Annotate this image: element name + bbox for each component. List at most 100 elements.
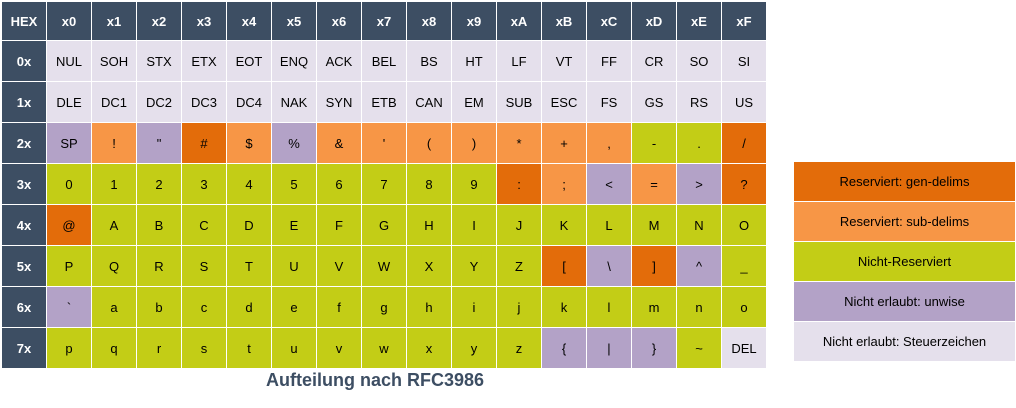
legend-item: Nicht erlaubt: unwise	[794, 282, 1015, 322]
column-header: x3	[182, 2, 227, 41]
char-cell: ESC	[542, 82, 587, 123]
char-cell: SYN	[317, 82, 362, 123]
table-row: 4x @ A B C D E F G H I J K L M N O	[2, 205, 767, 246]
char-cell: SP	[47, 123, 92, 164]
char-cell: k	[542, 287, 587, 328]
char-cell: 4	[227, 164, 272, 205]
column-header: xB	[542, 2, 587, 41]
char-cell: s	[182, 328, 227, 369]
char-cell: m	[632, 287, 677, 328]
char-cell: v	[317, 328, 362, 369]
char-cell: N	[677, 205, 722, 246]
corner-cell: HEX	[2, 2, 47, 41]
char-cell: >	[677, 164, 722, 205]
char-cell: LF	[497, 41, 542, 82]
char-cell: c	[182, 287, 227, 328]
char-cell: 8	[407, 164, 452, 205]
char-cell: D	[227, 205, 272, 246]
char-cell: .	[677, 123, 722, 164]
char-cell: *	[497, 123, 542, 164]
header-row: HEX x0 x1 x2 x3 x4 x5 x6 x7 x8 x9 xA xB xC xD xE xF	[2, 2, 767, 41]
row-header: 3x	[2, 164, 47, 205]
char-cell: 7	[362, 164, 407, 205]
char-cell: 3	[182, 164, 227, 205]
char-cell: ENQ	[272, 41, 317, 82]
char-cell: -	[632, 123, 677, 164]
char-cell: e	[272, 287, 317, 328]
char-cell: U	[272, 246, 317, 287]
column-header: x7	[362, 2, 407, 41]
char-cell: a	[92, 287, 137, 328]
char-cell: HT	[452, 41, 497, 82]
char-cell: DEL	[722, 328, 767, 369]
ascii-table: HEX x0 x1 x2 x3 x4 x5 x6 x7 x8 x9 xA xB xC xD xE xF 0x N…	[2, 2, 767, 369]
char-cell: /	[722, 123, 767, 164]
column-header: x6	[317, 2, 362, 41]
char-cell: DC4	[227, 82, 272, 123]
char-cell: ]	[632, 246, 677, 287]
column-header: xE	[677, 2, 722, 41]
char-cell: @	[47, 205, 92, 246]
char-cell: FF	[587, 41, 632, 82]
char-cell: y	[452, 328, 497, 369]
char-cell: SOH	[92, 41, 137, 82]
char-cell: ?	[722, 164, 767, 205]
caption: Aufteilung nach RFC3986	[265, 370, 485, 390]
legend-item: Reserviert: sub-delims	[794, 202, 1015, 242]
char-cell: z	[497, 328, 542, 369]
legend-label: Nicht-Reserviert	[794, 242, 1015, 282]
char-cell: &	[317, 123, 362, 164]
table-row: 7x p q r s t u v w x y z{|} ~ DEL	[2, 328, 767, 369]
legend-label: Nicht erlaubt: Steuerzeichen	[794, 322, 1015, 362]
char-cell: X	[407, 246, 452, 287]
char-cell: 1	[92, 164, 137, 205]
char-cell: SI	[722, 41, 767, 82]
char-cell: d	[227, 287, 272, 328]
char-cell: O	[722, 205, 767, 246]
char-cell: ~	[677, 328, 722, 369]
char-cell: S	[182, 246, 227, 287]
row-header: 6x	[2, 287, 47, 328]
char-cell: {	[542, 328, 587, 369]
char-cell: W	[362, 246, 407, 287]
char-cell: ;	[542, 164, 587, 205]
char-cell: $	[227, 123, 272, 164]
char-cell: u	[272, 328, 317, 369]
column-header: x8	[407, 2, 452, 41]
char-cell: SO	[677, 41, 722, 82]
char-cell: +	[542, 123, 587, 164]
row-header: 4x	[2, 205, 47, 246]
char-cell: g	[362, 287, 407, 328]
legend-body: Reserviert: gen-delims Reserviert: sub-de…	[794, 162, 1015, 362]
char-cell: h	[407, 287, 452, 328]
char-cell: ,	[587, 123, 632, 164]
char-cell: 5	[272, 164, 317, 205]
char-cell: A	[92, 205, 137, 246]
char-cell: DLE	[47, 82, 92, 123]
legend-label: Reserviert: sub-delims	[794, 202, 1015, 242]
char-cell: T	[227, 246, 272, 287]
char-cell: G	[362, 205, 407, 246]
char-cell: !	[92, 123, 137, 164]
char-cell: E	[272, 205, 317, 246]
char-cell: Y	[452, 246, 497, 287]
char-cell: B	[137, 205, 182, 246]
char-cell: q	[92, 328, 137, 369]
char-cell: EOT	[227, 41, 272, 82]
char-cell: l	[587, 287, 632, 328]
char-cell: RS	[677, 82, 722, 123]
char-cell: SUB	[497, 82, 542, 123]
char-cell: ETB	[362, 82, 407, 123]
char-cell: Q	[92, 246, 137, 287]
char-cell: b	[137, 287, 182, 328]
char-cell: VT	[542, 41, 587, 82]
char-cell: %	[272, 123, 317, 164]
char-cell: GS	[632, 82, 677, 123]
table-row: 6x ` a b c d e f g h i j k l m n o	[2, 287, 767, 328]
table-body: 0x NUL SOH STX ETX EOT ENQ ACK BEL BS HT LF VT FF CR SO…	[2, 41, 767, 369]
table-row: 2x SP! " # $% & '() * +, -. /	[2, 123, 767, 164]
char-cell: w	[362, 328, 407, 369]
char-cell: US	[722, 82, 767, 123]
char-cell: "	[137, 123, 182, 164]
char-cell: ^	[677, 246, 722, 287]
